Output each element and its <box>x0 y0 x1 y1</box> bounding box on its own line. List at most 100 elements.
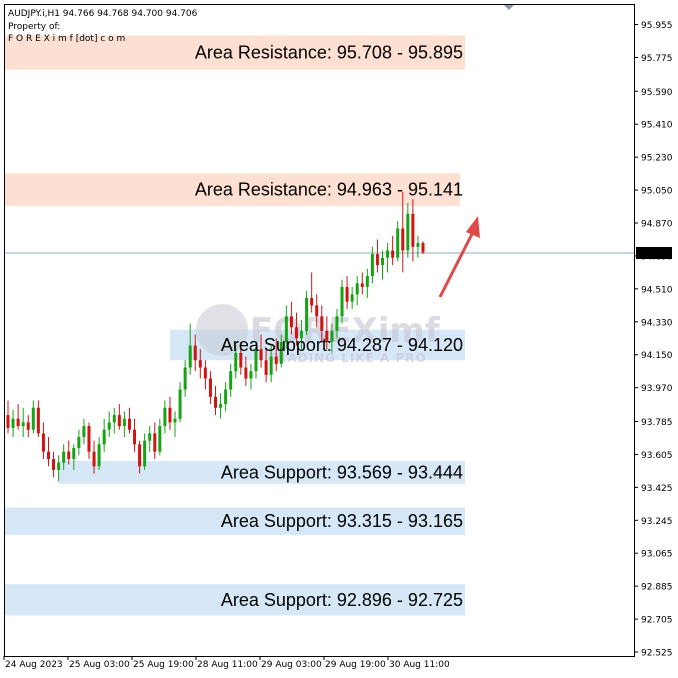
candle-body <box>234 352 238 372</box>
candle-body <box>360 283 364 288</box>
zone-label-2: Area Resistance: 94.963 - 95.141 <box>195 180 463 200</box>
candle-body <box>224 389 228 405</box>
candle-body <box>127 418 131 430</box>
candles-layer <box>6 191 425 481</box>
y-tick-label: 93.785 <box>641 418 673 428</box>
candle-body <box>52 458 56 470</box>
candle <box>138 440 142 474</box>
candle <box>72 444 76 470</box>
candle <box>143 433 147 470</box>
zones-layer <box>5 35 465 616</box>
candle <box>249 363 253 390</box>
x-tick-label: 24 Aug 2023 <box>5 660 63 670</box>
candle <box>82 418 86 445</box>
candle-body <box>315 305 319 317</box>
candle <box>41 422 45 459</box>
y-tick-label: 93.970 <box>641 384 673 394</box>
candle-body <box>375 254 379 266</box>
candle <box>396 221 400 262</box>
y-tick-label: 95.955 <box>641 21 673 31</box>
candle <box>269 345 273 383</box>
candle-body <box>21 422 25 427</box>
candle <box>401 191 405 273</box>
candle-body <box>77 437 81 449</box>
candle-body <box>239 352 243 368</box>
x-axis: 24 Aug 2023 25 Aug 03:00 25 Aug 19:00 28 Au… <box>3 656 450 670</box>
candle <box>87 422 91 459</box>
candle-body <box>320 316 324 331</box>
candle <box>117 404 121 430</box>
candle-body <box>274 356 278 364</box>
watermark-tagline: TRADING LIKE A PRO <box>268 351 427 365</box>
x-tick-label: 25 Aug 19:00 <box>133 660 194 670</box>
candle <box>330 323 334 353</box>
candle-body <box>143 440 147 467</box>
candle <box>52 451 56 478</box>
candle-body <box>62 451 66 463</box>
candle <box>36 400 40 438</box>
candle <box>173 411 177 438</box>
y-tick-label: 92.885 <box>641 583 673 593</box>
candle-body <box>214 396 217 408</box>
candle-body <box>421 243 425 253</box>
candle-body <box>345 287 349 302</box>
candle-body <box>46 451 50 459</box>
candle-body <box>249 371 253 379</box>
shift-marker-icon <box>504 5 514 10</box>
candle-body <box>254 349 258 372</box>
y-tick-label: 94.870 <box>641 219 673 229</box>
candle <box>294 312 298 346</box>
y-tick-label: 95.590 <box>641 88 673 98</box>
candle <box>350 287 354 309</box>
candle-body <box>11 418 15 428</box>
candle <box>305 290 309 335</box>
candle-body <box>133 429 137 445</box>
x-tick-label: 29 Aug 19:00 <box>325 660 386 670</box>
candle-body <box>208 378 212 397</box>
watermark-logo-icon <box>196 304 248 356</box>
candle-body <box>153 433 157 452</box>
candle <box>6 400 10 434</box>
candle-body <box>163 407 167 427</box>
candle <box>224 382 228 412</box>
candle <box>102 418 106 452</box>
zone-support-5 <box>5 507 465 535</box>
candle <box>31 400 35 434</box>
candle <box>340 279 344 324</box>
candle-body <box>355 283 359 295</box>
y-tick-label: 92.705 <box>641 616 673 626</box>
candle-body <box>365 276 369 288</box>
candle <box>107 411 111 438</box>
candle <box>148 426 152 452</box>
candle <box>315 294 319 328</box>
candle <box>62 444 66 470</box>
candle-body <box>193 345 197 361</box>
candle <box>391 235 395 266</box>
candle-body <box>335 316 339 331</box>
candle-body <box>107 422 111 430</box>
candle <box>365 268 369 299</box>
y-tick-label: 95.775 <box>641 54 673 64</box>
x-tick-label: 28 Aug 11:00 <box>197 660 258 670</box>
zone-label-4: Area Support: 93.569 - 93.444 <box>221 462 463 482</box>
candle-body <box>396 228 400 258</box>
candle-body <box>198 360 202 368</box>
candle <box>254 341 258 379</box>
candle <box>127 407 131 434</box>
candle <box>264 349 268 383</box>
current-price-box <box>636 246 672 259</box>
candle-body <box>92 451 96 467</box>
candle-body <box>325 330 329 342</box>
y-tick-label: 94.150 <box>641 351 673 361</box>
y-tick-label: 92.525 <box>641 649 673 659</box>
candle-body <box>264 360 268 375</box>
candle-body <box>289 316 293 328</box>
y-axis: 95.955 95.775 95.590 95.410 95.230 95.050 94.8… <box>634 21 673 659</box>
candle-body <box>138 444 142 467</box>
candle <box>11 409 15 438</box>
candle <box>335 308 339 339</box>
candle <box>416 235 420 258</box>
candle <box>208 371 212 405</box>
y-tick-label: 95.230 <box>641 154 673 164</box>
zone-label-6: Area Support: 92.896 - 92.725 <box>221 590 463 610</box>
